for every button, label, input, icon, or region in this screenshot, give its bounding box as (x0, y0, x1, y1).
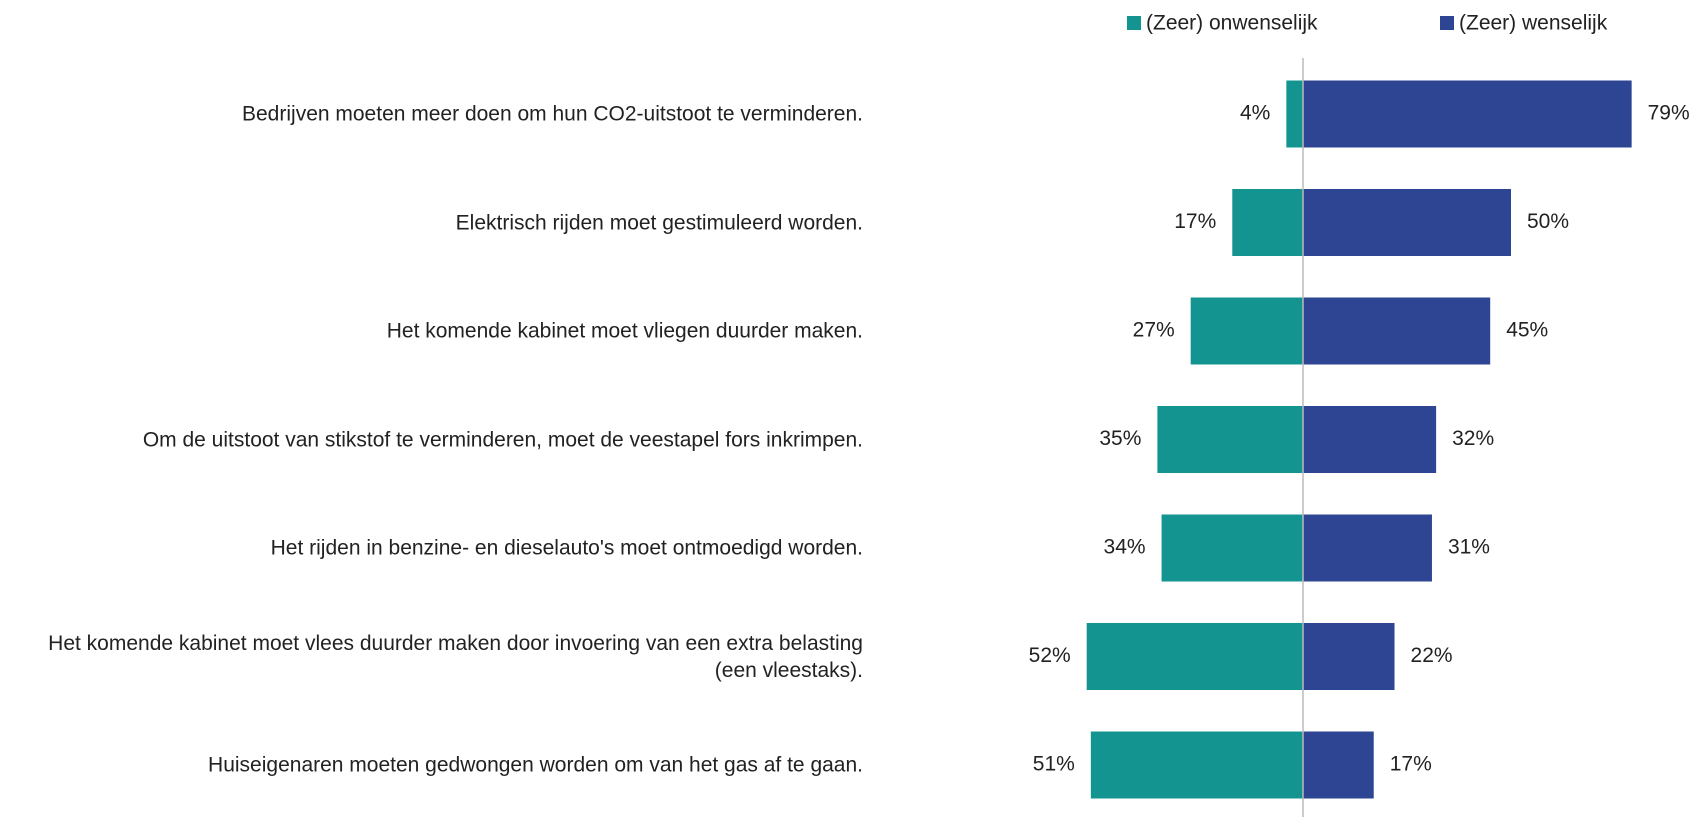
value-label: 50% (1527, 210, 1569, 233)
bar (1286, 80, 1303, 148)
bar (1161, 514, 1303, 582)
value-label: 32% (1452, 427, 1494, 450)
value-label: 31% (1448, 536, 1490, 559)
value-label: 22% (1411, 644, 1453, 667)
legend-label: (Zeer) wenselijk (1459, 12, 1608, 35)
bar (1303, 731, 1374, 799)
bar (1303, 406, 1437, 473)
value-label: 51% (1033, 753, 1075, 776)
category-label: Bedrijven moeten meer doen om hun CO2-ui… (242, 102, 863, 126)
value-label: 17% (1174, 210, 1216, 233)
value-label: 17% (1390, 753, 1432, 776)
category-label: Elektrisch rijden moet gestimuleerd word… (455, 211, 863, 234)
legend-swatch (1440, 16, 1454, 30)
bar (1090, 731, 1303, 799)
bar (1190, 297, 1303, 365)
category-label: Huiseigenaren moeten gedwongen worden om… (208, 753, 863, 777)
category-label: Het komende kabinet moet vlees duurder m… (48, 631, 863, 682)
bar (1086, 623, 1303, 690)
value-label: 35% (1099, 427, 1141, 450)
legend-label: (Zeer) onwenselijk (1146, 12, 1318, 35)
bar (1232, 189, 1303, 256)
category-label: Om de uitstoot van stikstof te verminder… (142, 428, 863, 451)
category-label: Het rijden in benzine- en dieselauto's m… (270, 536, 863, 560)
legend-swatch (1127, 16, 1141, 30)
value-label: 34% (1104, 536, 1146, 559)
value-label: 27% (1133, 319, 1175, 342)
bar (1303, 297, 1491, 365)
bar (1157, 406, 1303, 473)
bar (1303, 514, 1432, 582)
bar (1303, 80, 1632, 148)
value-label: 45% (1506, 319, 1548, 342)
value-label: 52% (1029, 644, 1071, 667)
value-label: 4% (1240, 102, 1270, 125)
bar (1303, 189, 1511, 256)
value-label: 79% (1648, 102, 1690, 125)
bar (1303, 623, 1395, 690)
category-label: Het komende kabinet moet vliegen duurder… (386, 319, 863, 343)
